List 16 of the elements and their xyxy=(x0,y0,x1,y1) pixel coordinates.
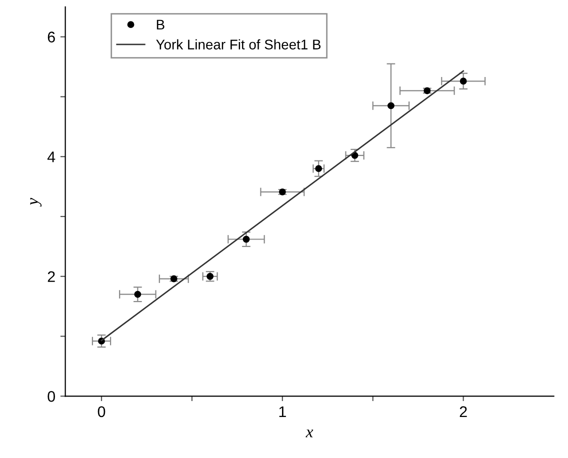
point xyxy=(388,102,394,110)
y-tick-label: 6 xyxy=(48,32,55,42)
x-axis-title: x xyxy=(306,430,314,438)
point xyxy=(242,236,250,243)
y-tick-label: 4 xyxy=(47,152,56,162)
x-tick-label: 1 xyxy=(279,406,286,417)
point xyxy=(315,165,322,172)
point xyxy=(460,78,467,85)
legend-label: York Linear Fit of Sheet1 B xyxy=(156,39,321,50)
y-tick-label: 2 xyxy=(48,271,55,282)
point xyxy=(134,290,142,298)
y-axis-title: y xyxy=(30,198,42,207)
y-tick-label: 0 xyxy=(48,391,55,402)
x-tick-label: 0 xyxy=(98,406,106,418)
x-tick-label: 2 xyxy=(460,406,467,417)
legend-label: B xyxy=(156,20,164,30)
